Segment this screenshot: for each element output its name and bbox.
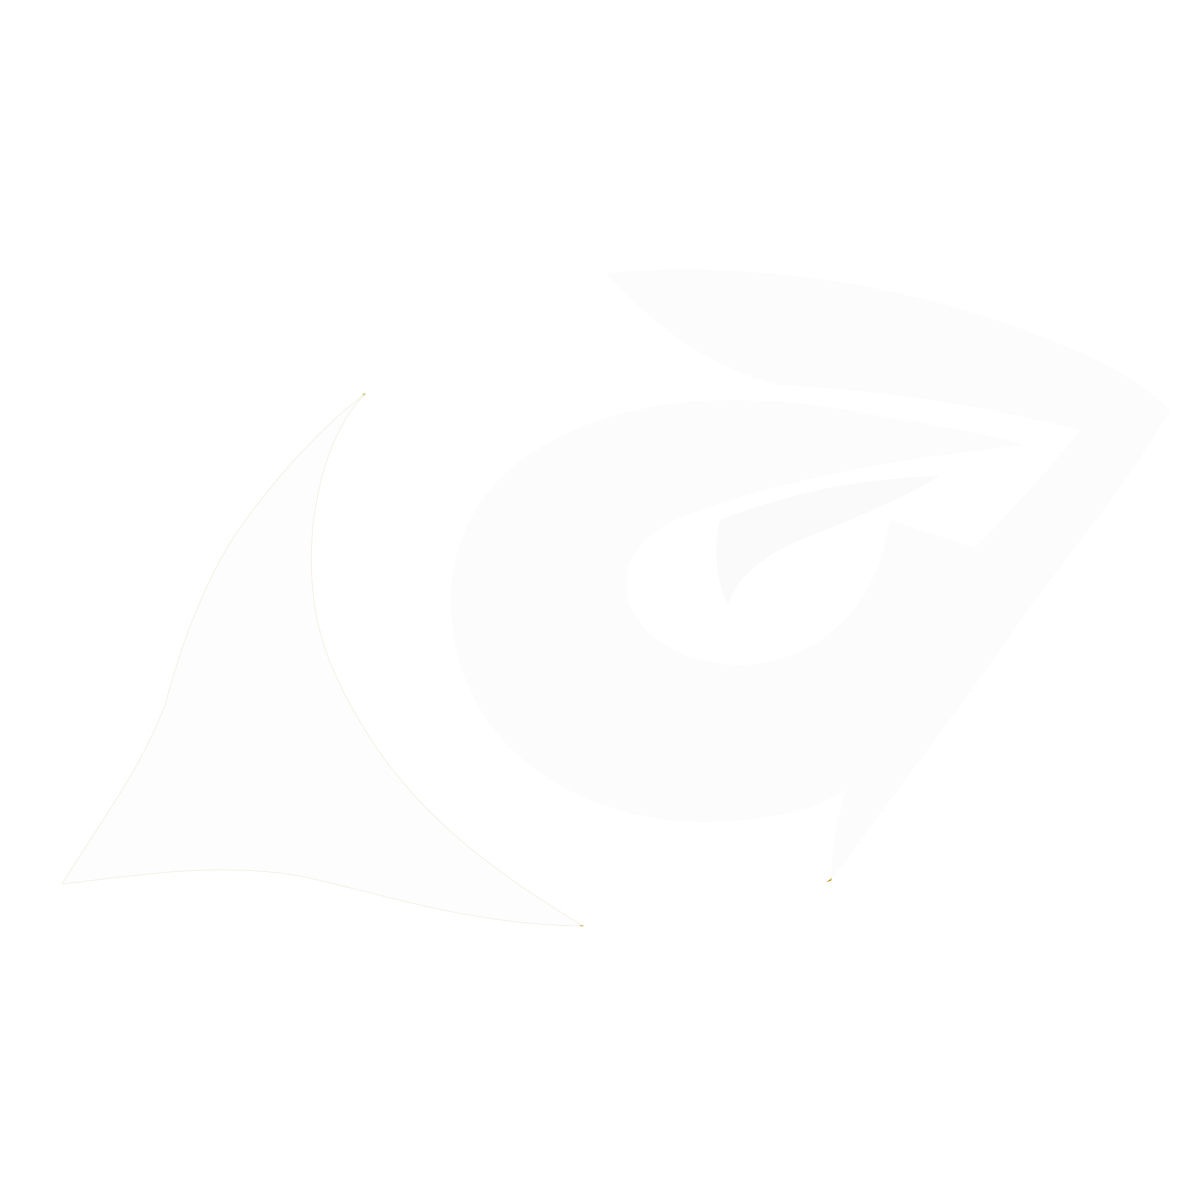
right-swirl-shape xyxy=(450,269,1170,880)
small-mark-bottom-right xyxy=(826,878,832,882)
small-mark-top xyxy=(362,393,366,396)
small-mark-bottom-left xyxy=(579,925,584,927)
left-curved-shape xyxy=(61,393,585,927)
right-swirl-inner-shape xyxy=(716,476,940,605)
